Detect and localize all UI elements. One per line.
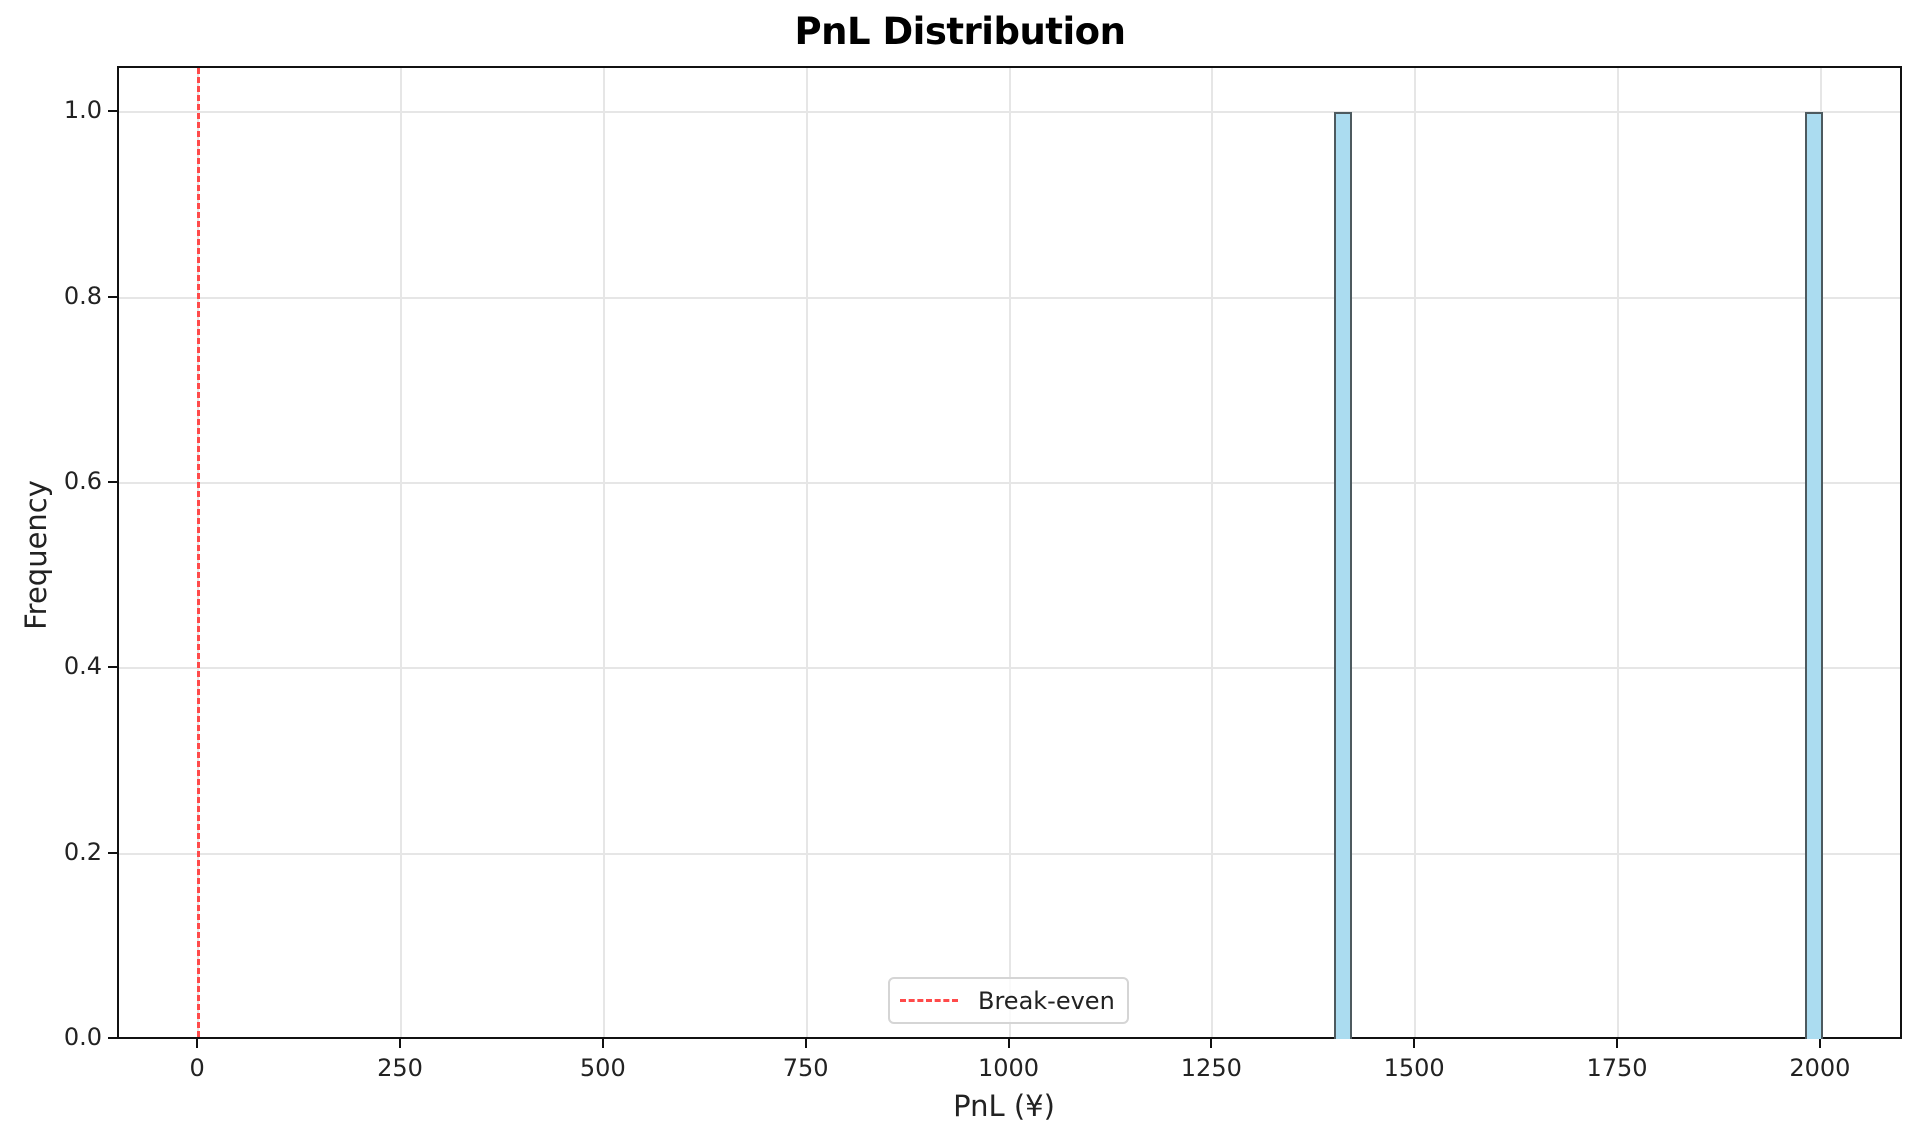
y-tick [108,295,117,298]
gridline-vertical [399,68,402,1037]
gridline-vertical [1414,68,1417,1037]
legend-label-break-even: Break-even [978,986,1115,1015]
x-tick-label: 1750 [1586,1054,1648,1082]
x-tick [1007,1039,1010,1048]
histogram-bar [1804,112,1823,1039]
histogram-bar [1334,112,1353,1039]
x-tick [1616,1039,1619,1048]
gridline-vertical [1008,68,1011,1037]
x-tick [1818,1039,1821,1048]
x-tick [601,1039,604,1048]
y-tick-label: 0.8 [63,281,102,310]
chart-title: PnL Distribution [794,10,1126,53]
y-tick-label: 0.2 [63,837,102,866]
gridline-horizontal [119,667,1900,670]
x-tick [1413,1039,1416,1048]
y-tick-label: 1.0 [63,96,102,125]
gridline-vertical [805,68,808,1037]
y-tick-label: 0.0 [63,1023,102,1051]
y-axis-label: Frequency [19,480,53,630]
y-tick [108,110,117,113]
gridline-vertical [602,68,605,1037]
dashed-line-icon [900,999,958,1002]
x-tick [1210,1039,1213,1048]
y-tick [108,481,117,483]
x-tick-label: 250 [377,1054,423,1082]
gridline-horizontal [119,852,1900,855]
gridline-horizontal [119,296,1900,299]
break-even-line [197,68,201,1037]
x-tick [196,1039,199,1048]
x-tick-label: 500 [579,1054,626,1082]
x-tick-label: 1250 [1180,1054,1242,1082]
x-tick [398,1039,401,1048]
gridline-horizontal [119,482,1900,484]
x-tick-label: 1500 [1383,1054,1445,1082]
y-tick [108,851,117,854]
gridline-vertical [1211,68,1214,1037]
y-tick-label: 0.6 [63,467,102,495]
legend: Break-even [888,977,1129,1024]
gridline-horizontal [119,111,1900,114]
x-tick-label: 0 [189,1054,205,1082]
y-tick-label: 0.4 [63,652,102,681]
x-tick [804,1039,807,1048]
x-axis-label: PnL (¥) [953,1089,1055,1123]
gridline-vertical [1617,68,1620,1037]
x-tick-label: 1000 [977,1054,1040,1082]
y-tick [108,1037,117,1039]
plot-area [117,66,1902,1039]
y-tick [108,666,117,669]
x-tick-label: 750 [782,1054,829,1082]
x-tick-label: 2000 [1789,1054,1851,1082]
